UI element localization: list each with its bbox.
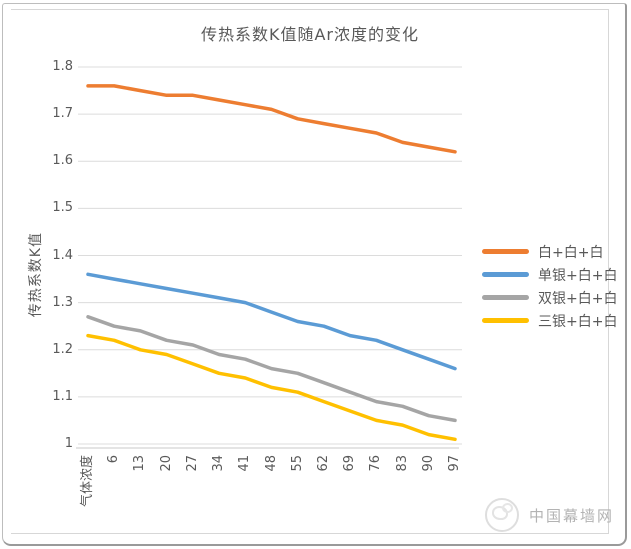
plot-area <box>76 66 462 449</box>
y-tick-label-1: 1 <box>64 436 73 451</box>
legend-swatch-icon <box>482 249 529 254</box>
x-tick-label-62: 62 <box>315 455 331 472</box>
legend: 白+白+白单银+白+白 双银+白+白 三银+白+白 <box>482 240 617 332</box>
x-tick-label-13: 13 <box>132 455 148 472</box>
series-line-0 <box>86 84 457 154</box>
legend-swatch-icon <box>482 272 529 277</box>
legend-item-1: 单银+白+白 <box>482 263 617 286</box>
legend-label: 双银+白+白 <box>538 290 618 307</box>
chart-frame-border-bottom <box>11 533 609 534</box>
watermark-text: 中国幕墙网 <box>529 506 615 525</box>
y-tick-label-1.4: 1.4 <box>52 247 73 263</box>
y-tick-label-1.6: 1.6 <box>52 153 73 169</box>
legend-item-2: 双银+白+白 <box>482 286 617 309</box>
legend-swatch-icon <box>482 295 529 300</box>
watermark-panda-logo-icon <box>485 498 519 532</box>
legend-item-0: 白+白+白 <box>482 240 617 263</box>
legend-item-3: 三银+白+白 <box>482 309 617 332</box>
chart-frame-border-right <box>608 9 609 534</box>
y-tick-label-1.3: 1.3 <box>52 294 73 310</box>
x-tick-label-83: 83 <box>394 455 410 472</box>
y-tick-label-1.8: 1.8 <box>52 59 73 74</box>
y-tick-label-1.1: 1.1 <box>52 388 73 404</box>
x-tick-label-97: 97 <box>447 455 462 472</box>
legend-label: 三银+白+白 <box>538 313 618 330</box>
x-tick-label-6: 6 <box>106 455 122 464</box>
x-tick-label-69: 69 <box>342 455 358 472</box>
chart-page: 传热系数K值随Ar浓度的变化 传热系数K值 1.8 1.7 1.6 1.5 1.4 1.3… <box>2 3 627 546</box>
x-tick-label-76: 76 <box>368 455 384 472</box>
chart-title: 传热系数K值随Ar浓度的变化 <box>200 25 420 44</box>
chart-frame-border-top <box>11 9 609 10</box>
x-tick-label-55: 55 <box>289 455 305 472</box>
series-line-3 <box>86 333 457 442</box>
y-tick-label-1.7: 1.7 <box>52 106 73 122</box>
x-tick-label-27: 27 <box>184 455 200 472</box>
x-tick-label-90: 90 <box>420 455 436 472</box>
watermark: 中国幕墙网 <box>485 498 614 532</box>
series-line-1 <box>86 272 457 371</box>
x-tick-label-48: 48 <box>263 455 279 472</box>
x-tick-label-20: 20 <box>158 455 174 472</box>
y-tick-label-1.2: 1.2 <box>52 341 73 357</box>
legend-label: 单银+白+白 <box>538 267 618 284</box>
x-tick-label-41: 41 <box>237 455 253 472</box>
legend-label: 白+白+白 <box>538 244 604 261</box>
legend-swatch-icon <box>482 318 529 323</box>
series-line-2 <box>86 315 457 423</box>
x-tick-label-34: 34 <box>211 455 227 472</box>
x-tick-label-气体浓度: 气体浓度 <box>80 455 95 508</box>
y-tick-label-1.5: 1.5 <box>52 200 73 216</box>
